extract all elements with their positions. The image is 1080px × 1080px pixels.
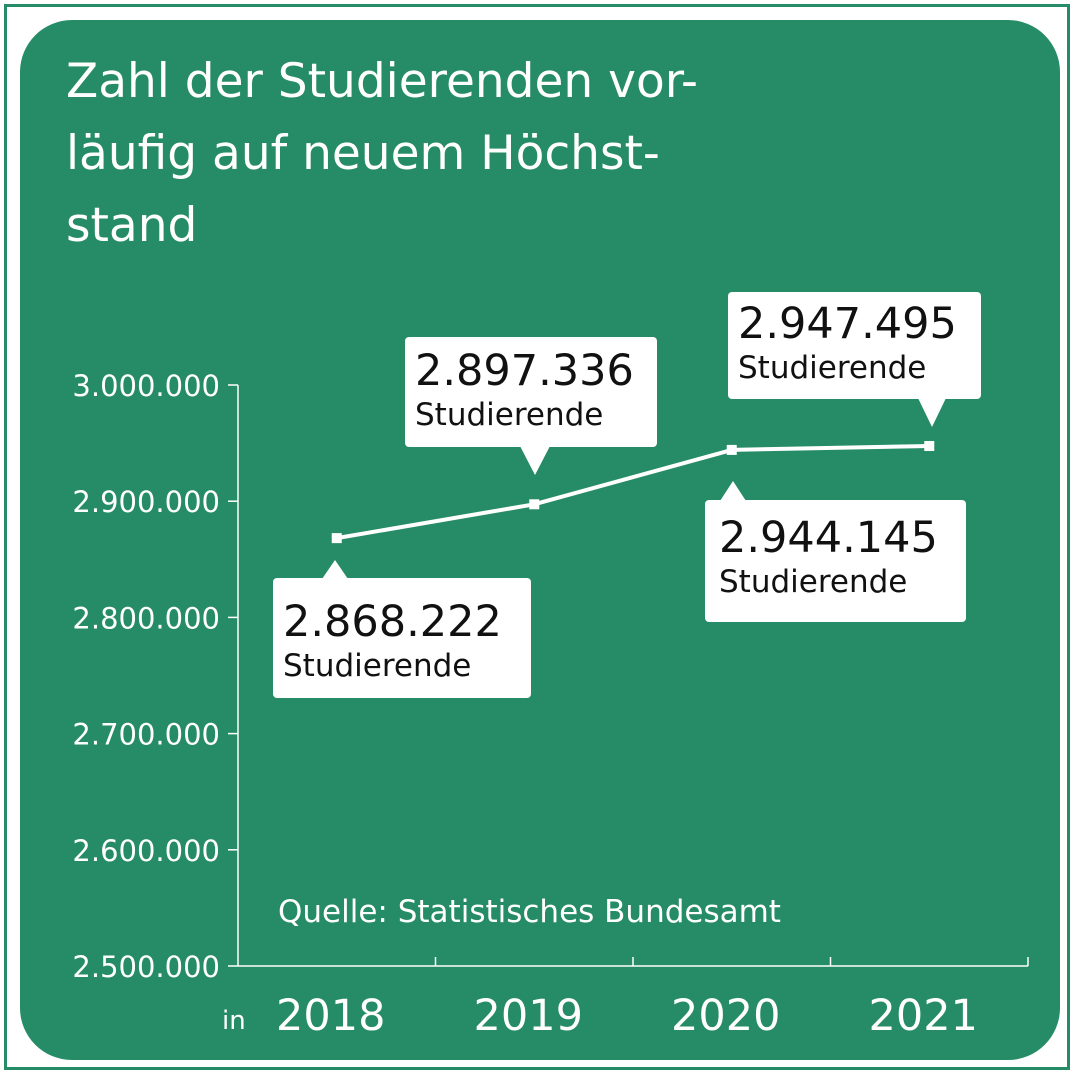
- callout-pointer: [720, 481, 746, 501]
- callout-2021: 2.947.495 Studierende: [728, 292, 981, 399]
- x-axis-unit-prefix: in: [222, 1006, 246, 1036]
- callout-2018: 2.868.222 Studierende: [273, 578, 531, 698]
- y-tick-label: 2.600.000: [72, 834, 220, 868]
- x-tick-label: 2021: [869, 991, 978, 1041]
- data-point: [726, 444, 737, 455]
- x-tick-label: 2019: [474, 991, 583, 1041]
- x-tick-label: 2020: [671, 991, 780, 1041]
- callout-2020: 2.944.145 Studierende: [705, 500, 966, 622]
- callout-pointer: [520, 446, 550, 475]
- y-tick-label: 2.900.000: [72, 485, 220, 519]
- data-point: [529, 499, 540, 510]
- callout-label-2018: Studierende: [283, 648, 472, 684]
- callout-value-2018: 2.868.222: [283, 597, 502, 647]
- series-line: [336, 444, 930, 541]
- callout-value-2019: 2.897.336: [415, 346, 634, 396]
- callout-label-2020: Studierende: [719, 564, 908, 600]
- callout-pointer: [322, 560, 348, 579]
- y-tick-label: 2.800.000: [72, 601, 220, 635]
- title-line-3: stand: [66, 198, 198, 253]
- y-tick-label: 2.500.000: [72, 950, 220, 984]
- callout-pointer: [918, 398, 946, 427]
- chart-title: Zahl der Studierenden vor- läufig auf ne…: [66, 46, 846, 262]
- title-line-2: läufig auf neuem Höchst-: [66, 126, 660, 181]
- callout-value-2020: 2.944.145: [719, 513, 938, 563]
- callout-2019: 2.897.336 Studierende: [405, 337, 657, 447]
- y-tick-label: 2.700.000: [72, 718, 220, 752]
- y-tick-label: 3.000.000: [72, 369, 220, 403]
- x-tick-label: 2018: [276, 991, 385, 1041]
- callout-label-2019: Studierende: [415, 397, 604, 433]
- callout-label-2021: Studierende: [738, 350, 927, 386]
- data-point: [924, 441, 935, 452]
- outer-border: [4, 4, 1070, 1070]
- title-line-1: Zahl der Studierenden vor-: [66, 54, 698, 109]
- callout-value-2021: 2.947.495: [738, 299, 957, 349]
- source-note: Quelle: Statistisches Bundesamt: [278, 894, 781, 930]
- data-point: [331, 533, 342, 544]
